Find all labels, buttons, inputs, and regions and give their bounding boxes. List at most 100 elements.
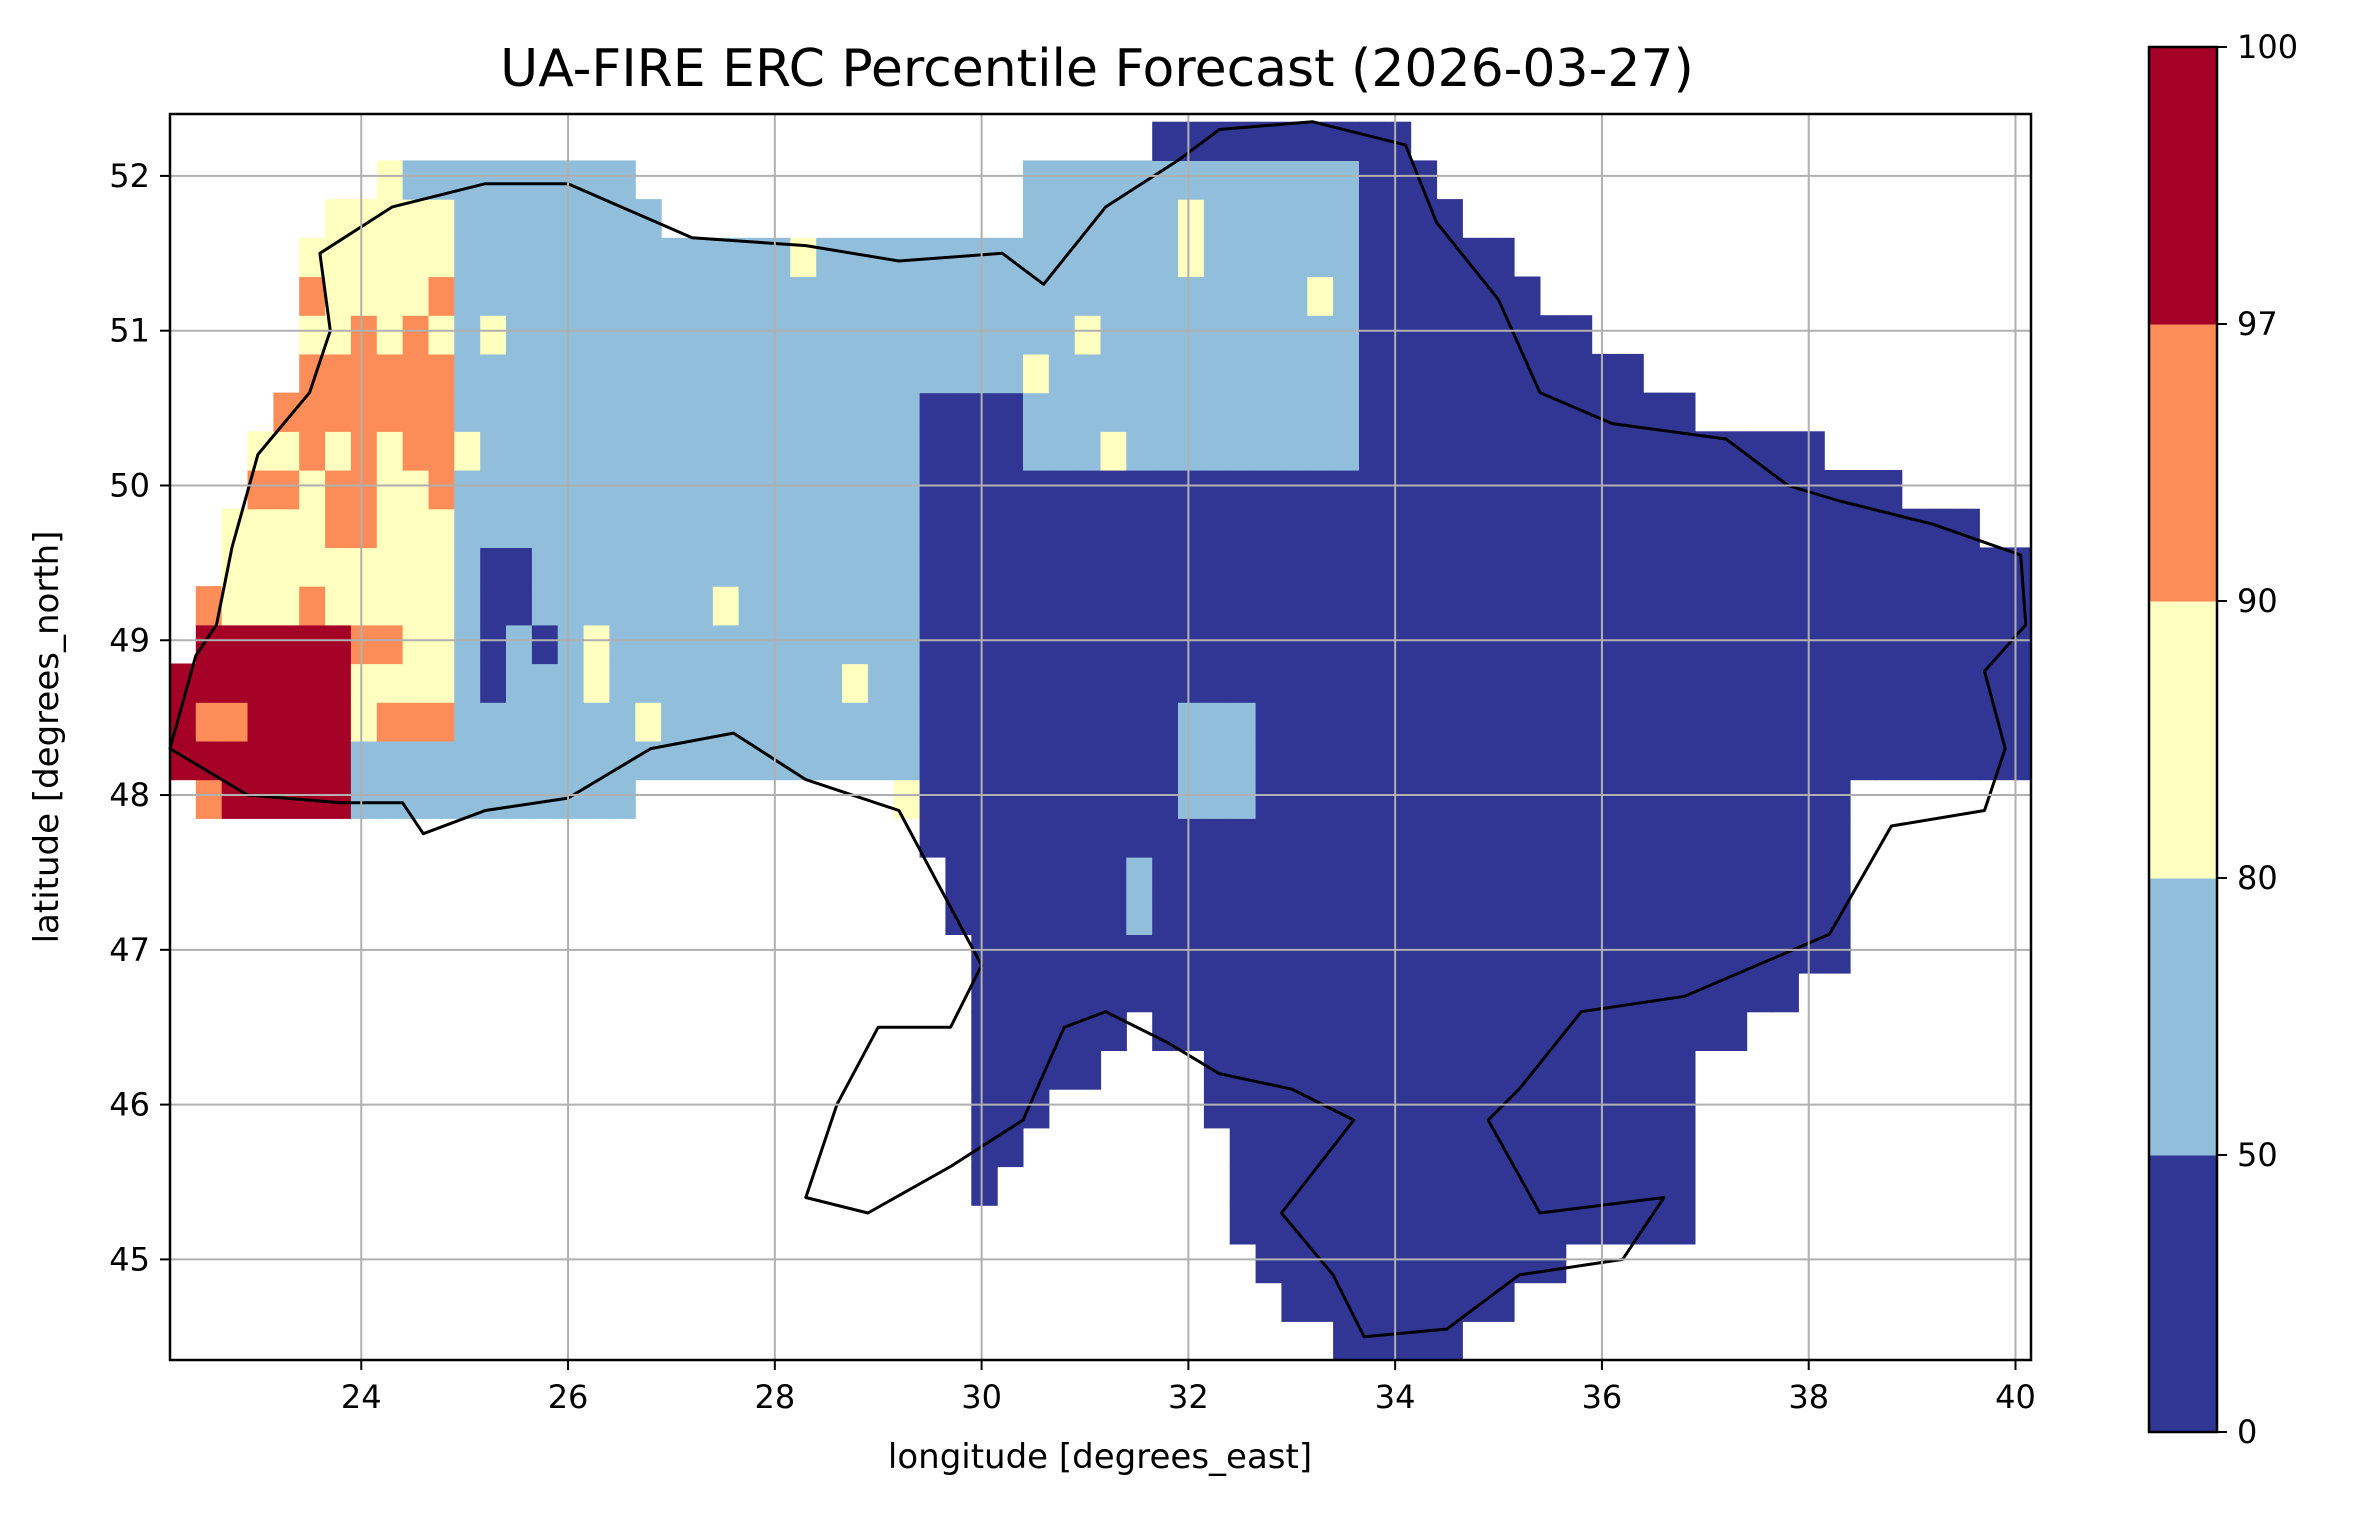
heatmap-cell [1023, 779, 1050, 819]
heatmap-cell [1720, 663, 1748, 703]
heatmap-cell [1772, 857, 1799, 897]
heatmap-cell [997, 624, 1024, 665]
heatmap-cell [1488, 237, 1515, 278]
heatmap-cell [221, 586, 249, 626]
heatmap-cell [867, 508, 895, 548]
heatmap-cell [1100, 353, 1127, 394]
heatmap-cell [1462, 470, 1489, 510]
heatmap-cell [712, 663, 740, 703]
colorbar-segment [2149, 601, 2217, 879]
heatmap-cell [1462, 663, 1489, 703]
heatmap-cell [1927, 740, 1954, 781]
heatmap-cell [919, 779, 946, 819]
y-tick-label: 47 [109, 931, 150, 969]
heatmap-cell [325, 547, 352, 587]
heatmap-cell [1953, 663, 1980, 703]
heatmap-cell [1669, 1050, 1696, 1090]
heatmap-cell [583, 315, 610, 355]
heatmap-cell [1281, 237, 1308, 278]
heatmap-cell [1798, 740, 1825, 781]
heatmap-cell [1410, 1127, 1438, 1168]
heatmap-cell [1333, 702, 1360, 742]
heatmap-cell [531, 392, 559, 432]
heatmap-cell [1514, 624, 1541, 665]
heatmap-cell [1178, 818, 1205, 858]
heatmap-cell [1359, 1205, 1386, 1245]
heatmap-cell [1359, 276, 1386, 316]
heatmap-cell [1669, 857, 1696, 897]
heatmap-cell [1927, 547, 1954, 587]
heatmap-cell [1203, 702, 1231, 742]
heatmap-cell [1100, 470, 1127, 510]
heatmap-cell [764, 431, 791, 471]
heatmap-cell [1514, 276, 1541, 316]
heatmap-cell [1462, 740, 1489, 781]
heatmap-cell [557, 353, 585, 394]
heatmap-cell [686, 392, 714, 432]
heatmap-cell [1643, 586, 1670, 626]
heatmap-cell [557, 276, 585, 316]
heatmap-cell [893, 702, 921, 742]
heatmap-cell [1307, 1282, 1334, 1322]
heatmap-cell [1281, 1243, 1308, 1284]
heatmap-cell [1514, 1127, 1541, 1168]
heatmap-cell [1591, 857, 1618, 897]
heatmap-cell [1359, 431, 1386, 471]
heatmap-cell [531, 431, 559, 471]
heatmap-cell [1772, 586, 1799, 626]
heatmap-cell [686, 353, 714, 394]
heatmap-cell [1359, 1166, 1386, 1206]
heatmap-cell [1875, 470, 1903, 510]
heatmap-cell [1255, 121, 1282, 161]
heatmap-cell [1384, 1011, 1412, 1051]
heatmap-cell [1514, 1205, 1541, 1245]
heatmap-cell [1695, 779, 1722, 819]
heatmap-cell [867, 392, 895, 432]
heatmap-cell [299, 315, 326, 355]
heatmap-cell [1462, 934, 1489, 974]
heatmap-cell [712, 624, 740, 665]
heatmap-cell [1669, 779, 1696, 819]
heatmap-cell [661, 276, 688, 316]
heatmap-cell [376, 353, 404, 394]
heatmap-cell [790, 624, 817, 665]
heatmap-cell [1333, 431, 1360, 471]
heatmap-cell [325, 353, 352, 394]
heatmap-cell [971, 1127, 998, 1168]
heatmap-cell [1359, 1321, 1386, 1361]
heatmap-cell [1798, 857, 1825, 897]
heatmap-cell [661, 353, 688, 394]
heatmap-cell [1074, 508, 1102, 548]
heatmap-cell [1410, 1243, 1438, 1284]
heatmap-cell [1023, 818, 1050, 858]
heatmap-cell [1152, 779, 1179, 819]
heatmap-cell [1281, 779, 1308, 819]
heatmap-cell [350, 431, 378, 471]
heatmap-cell [971, 353, 998, 394]
heatmap-cell [1203, 276, 1231, 316]
heatmap-cell [1436, 276, 1463, 316]
heatmap-cell [1410, 276, 1438, 316]
heatmap-cell [1333, 973, 1360, 1013]
heatmap-cell [1307, 353, 1334, 394]
colorbar-tick-label: 90 [2237, 582, 2278, 620]
heatmap-cell [1023, 857, 1050, 897]
heatmap-cell [1875, 624, 1903, 665]
heatmap-cell [867, 276, 895, 316]
heatmap-cell [325, 702, 352, 742]
heatmap-cell [1152, 740, 1179, 781]
heatmap-cell [1746, 586, 1774, 626]
heatmap-cell [350, 663, 378, 703]
heatmap-cell [1824, 508, 1851, 548]
heatmap-cell [764, 276, 791, 316]
heatmap-cell [1746, 740, 1774, 781]
heatmap-cell [1333, 586, 1360, 626]
heatmap-cell [1203, 237, 1231, 278]
heatmap-cell [1617, 508, 1644, 548]
heatmap-cell [1203, 392, 1231, 432]
heatmap-cell [1023, 973, 1050, 1013]
heatmap-cell [1152, 586, 1179, 626]
heatmap-cell [816, 470, 843, 510]
heatmap-cell [1488, 392, 1515, 432]
heatmap-cell [506, 470, 533, 510]
